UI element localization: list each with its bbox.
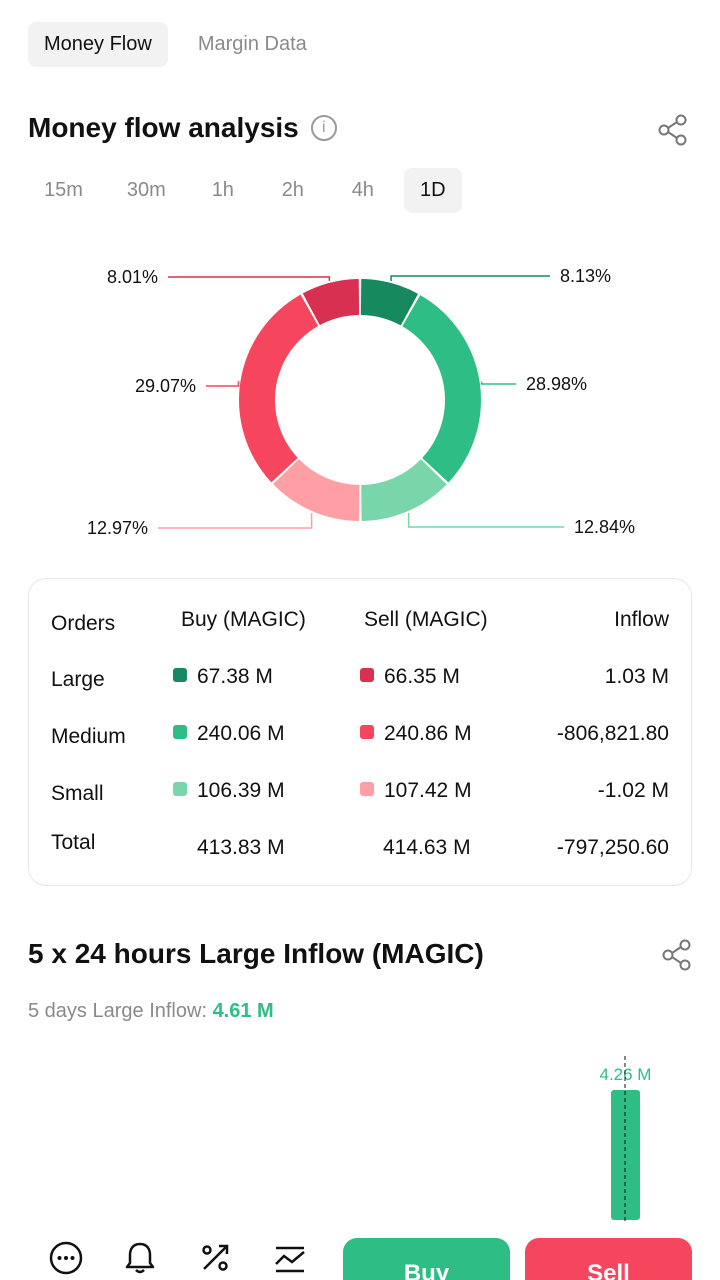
large-inflow-header: 5 x 24 hours Large Inflow (MAGIC) xyxy=(28,938,484,970)
donut-slice-3 xyxy=(273,459,360,521)
analysis-header: Money flow analysis i xyxy=(28,112,337,144)
donut-label-0: 8.13% xyxy=(560,266,611,286)
donut-label-1: 28.98% xyxy=(526,374,587,394)
tab-margin-data[interactable]: Margin Data xyxy=(197,33,307,55)
donut-label-4: 29.07% xyxy=(135,376,196,396)
buy-button[interactable]: Buy xyxy=(343,1238,510,1280)
donut-slice-2 xyxy=(361,459,447,521)
donut-leader-4 xyxy=(206,381,240,387)
analysis-title: Money flow analysis xyxy=(28,112,299,143)
large-inflow-bar-chart: 4.26 M xyxy=(600,1056,652,1222)
donut-label-2: 12.84% xyxy=(574,517,635,537)
donut-leader-0 xyxy=(390,275,550,281)
buy-header: Buy (MAGIC) xyxy=(181,608,306,631)
donut-slice-5 xyxy=(302,279,360,326)
row-label-total: Total xyxy=(51,831,96,854)
timeframe-selector: 15m 30m 1h 2h 4h 1D xyxy=(28,168,462,213)
large-inflow: 1.03 M xyxy=(604,665,669,688)
percent-icon[interactable] xyxy=(197,1240,233,1276)
donut-slice-1 xyxy=(402,295,481,483)
timeframe-4h[interactable]: 4h xyxy=(351,179,374,201)
donut-label-5: 8.01% xyxy=(107,267,158,287)
summary-label: 5 days Large Inflow: xyxy=(28,1000,207,1022)
large-buy: 67.38 M xyxy=(173,665,273,689)
inflow-header: Inflow xyxy=(614,608,669,631)
large-buy-swatch xyxy=(173,668,187,683)
total-sell: 414.63 M xyxy=(383,836,471,859)
row-label-small: Small xyxy=(51,782,104,805)
share-icon[interactable] xyxy=(656,113,690,147)
info-icon[interactable]: i xyxy=(310,115,337,141)
timeframe-1h[interactable]: 1h xyxy=(211,179,234,201)
donut-leader-2 xyxy=(407,512,564,528)
row-label-medium: Medium xyxy=(51,725,126,748)
timeframe-1d[interactable]: 1D xyxy=(403,168,462,213)
large-sell-swatch xyxy=(360,668,374,683)
bell-icon[interactable] xyxy=(122,1240,158,1276)
large-inflow-title: 5 x 24 hours Large Inflow (MAGIC) xyxy=(28,938,484,969)
small-buy: 106.39 M xyxy=(173,779,285,803)
orders-header: Orders xyxy=(51,612,116,635)
large-inflow-summary: 5 days Large Inflow: 4.61 M xyxy=(28,1000,274,1023)
summary-value: 4.61 M xyxy=(212,1000,274,1022)
bottom-action-bar: Buy Sell xyxy=(0,1232,720,1280)
donut-slice-0 xyxy=(360,279,419,326)
inflow-bar-label-0: 4.26 M xyxy=(600,1065,652,1084)
donut-leader-1 xyxy=(480,381,516,385)
small-sell: 107.42 M xyxy=(360,779,472,803)
donut-label-3: 12.97% xyxy=(87,518,148,538)
money-flow-donut-chart: 8.13% 28.98% 12.84% 12.97% 29.07% 8.01% xyxy=(87,266,635,538)
donut-leader-3 xyxy=(158,513,313,529)
tab-money-flow[interactable]: Money Flow xyxy=(28,22,168,67)
total-buy: 413.83 M xyxy=(197,836,285,859)
chart-icon[interactable] xyxy=(272,1240,308,1276)
small-inflow: -1.02 M xyxy=(597,779,669,802)
small-sell-swatch xyxy=(360,782,374,797)
medium-buy-swatch xyxy=(173,725,187,740)
small-buy-swatch xyxy=(173,782,187,797)
sell-button[interactable]: Sell xyxy=(525,1238,692,1280)
row-label-large: Large xyxy=(51,668,105,691)
orders-table: Orders Buy (MAGIC) Sell (MAGIC) Inflow L… xyxy=(28,578,692,886)
top-tabs: Money Flow Margin Data xyxy=(28,22,323,67)
timeframe-15m[interactable]: 15m xyxy=(44,179,83,201)
medium-buy: 240.06 M xyxy=(173,722,285,746)
timeframe-2h[interactable]: 2h xyxy=(281,179,304,201)
medium-sell-swatch xyxy=(360,725,374,740)
sell-header: Sell (MAGIC) xyxy=(364,608,488,631)
share-icon-2[interactable] xyxy=(660,938,694,972)
medium-inflow: -806,821.80 xyxy=(556,722,669,745)
donut-slice-4 xyxy=(238,294,319,483)
total-inflow: -797,250.60 xyxy=(556,836,669,859)
timeframe-30m[interactable]: 30m xyxy=(126,179,166,201)
donut-leader-5 xyxy=(168,276,331,281)
more-icon[interactable] xyxy=(48,1240,84,1276)
large-sell: 66.35 M xyxy=(360,665,460,689)
medium-sell: 240.86 M xyxy=(360,722,472,746)
